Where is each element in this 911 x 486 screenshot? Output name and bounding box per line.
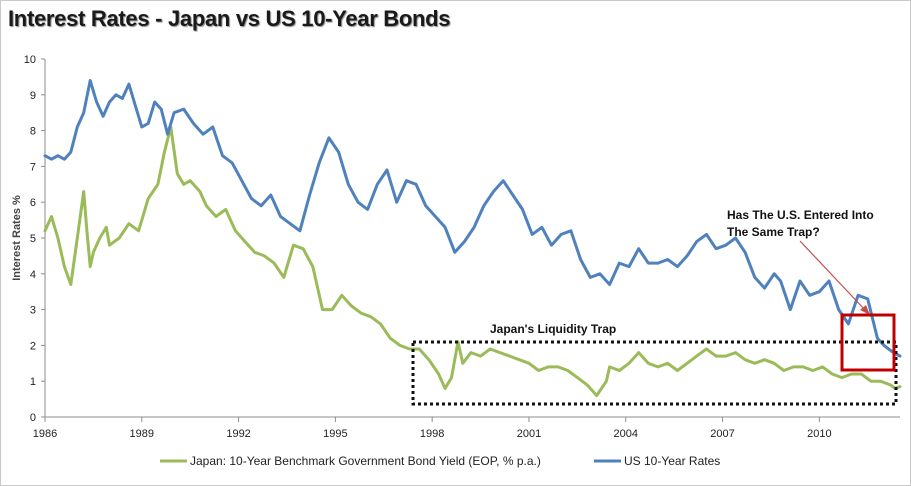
y-tick-label: 6 — [30, 197, 36, 209]
x-tick-label: 2004 — [614, 428, 638, 440]
y-tick-label: 9 — [30, 90, 36, 102]
x-tick-labels: 1986 1989 1992 1995 1998 2001 2004 2007 2010 — [33, 428, 832, 440]
us-trap-arrow — [799, 240, 867, 312]
y-tick-label: 3 — [30, 305, 36, 317]
x-tick-label: 2010 — [807, 428, 831, 440]
y-tick-label: 1 — [30, 376, 36, 388]
y-tick-label: 8 — [30, 126, 36, 138]
liquidity-trap-label: Japan's Liquidity Trap — [490, 322, 616, 336]
y-tick-label: 0 — [30, 412, 36, 424]
y-tick-label: 5 — [30, 233, 36, 245]
us-yield-line — [43, 79, 902, 358]
us-trap-question-line2: The Same Trap? — [727, 225, 820, 239]
x-tick-label: 1992 — [226, 428, 250, 440]
x-tick-label: 1986 — [33, 428, 57, 440]
legend: Japan: 10-Year Benchmark Government Bond… — [160, 454, 720, 468]
y-tick-labels: 0 1 2 3 4 5 6 7 8 9 10 — [24, 54, 36, 424]
y-axis-label: Interest Rates % — [11, 195, 23, 281]
us-trap-arrowhead — [860, 305, 870, 315]
axes — [41, 58, 900, 422]
legend-us-label: US 10-Year Rates — [624, 454, 720, 468]
x-tick-label: 1995 — [323, 428, 347, 440]
y-tick-label: 4 — [30, 269, 36, 281]
chart-title: Interest Rates - Japan vs US 10-Year Bon… — [8, 6, 451, 31]
y-tick-label: 10 — [24, 54, 36, 66]
japan-yield-line — [43, 125, 902, 397]
x-tick-label: 1998 — [420, 428, 444, 440]
x-tick-label: 1989 — [130, 428, 154, 440]
liquidity-trap-box — [411, 340, 898, 406]
x-tick-label: 2001 — [517, 428, 541, 440]
y-tick-label: 2 — [30, 340, 36, 352]
series-lines — [43, 79, 902, 397]
x-tick-label: 2007 — [710, 428, 734, 440]
legend-japan-label: Japan: 10-Year Benchmark Government Bond… — [190, 454, 541, 468]
us-trap-question-line1: Has The U.S. Entered Into — [727, 208, 874, 222]
y-tick-label: 7 — [30, 161, 36, 173]
us-trap-box — [840, 313, 896, 372]
